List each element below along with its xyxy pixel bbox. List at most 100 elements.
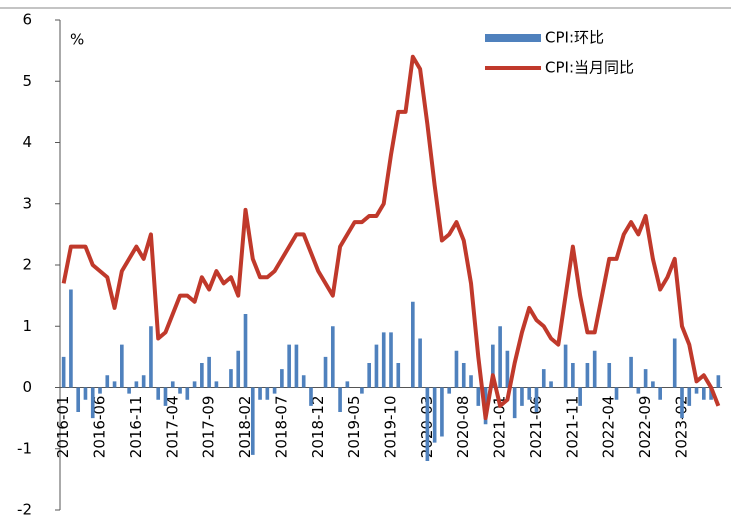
bar	[309, 387, 313, 406]
x-tick-label: 2019-05	[345, 396, 363, 459]
x-tick-label: 2016-01	[54, 396, 72, 459]
bar	[192, 381, 197, 388]
bar	[432, 387, 437, 443]
bar	[149, 326, 153, 388]
y-unit: %	[70, 31, 84, 49]
bar	[636, 387, 641, 394]
bar	[381, 332, 386, 388]
bar	[272, 387, 277, 394]
bar	[411, 301, 415, 388]
bar	[454, 350, 459, 388]
bar	[571, 363, 575, 388]
bar	[294, 344, 299, 388]
bar	[418, 338, 422, 388]
bar	[156, 387, 161, 400]
bar	[512, 387, 517, 419]
bar	[701, 387, 706, 400]
bar	[541, 369, 546, 388]
y-tick-label: 5	[22, 72, 32, 90]
bar	[345, 381, 350, 388]
bar	[120, 344, 124, 388]
y-tick-label: 0	[22, 378, 32, 396]
y-tick-label: 4	[22, 133, 32, 151]
bar	[461, 363, 466, 388]
bar	[112, 381, 117, 388]
x-tick-label: 2022-09	[636, 396, 654, 459]
x-tick-label: 2017-04	[163, 396, 181, 459]
bar	[629, 356, 633, 388]
y-tick-label: -1	[17, 439, 32, 457]
bar	[658, 387, 662, 400]
y-tick-label: 2	[22, 256, 32, 274]
bar	[607, 363, 612, 388]
bar	[170, 381, 175, 388]
bar	[694, 387, 699, 394]
legend-label: CPI:环比	[545, 29, 604, 47]
bar	[527, 387, 532, 400]
bar	[374, 344, 379, 388]
legend-label: CPI:当月同比	[545, 59, 634, 77]
bar	[469, 375, 473, 388]
bar	[578, 387, 582, 406]
bar	[614, 387, 619, 400]
bar	[229, 369, 233, 388]
bar	[258, 387, 262, 400]
bar	[61, 356, 66, 388]
bar	[476, 387, 481, 406]
y-tick-label: -2	[17, 501, 32, 519]
y-tick-label: 6	[22, 11, 32, 29]
x-tick-label: 2021-11	[563, 396, 581, 459]
legend-swatch	[485, 34, 541, 42]
bar	[200, 363, 204, 388]
bar	[592, 350, 597, 388]
bar	[330, 326, 335, 388]
bar	[287, 344, 291, 388]
bar	[672, 338, 677, 388]
x-tick-label: 2023-02	[672, 396, 690, 459]
bar	[185, 387, 190, 400]
x-tick-label: 2018-02	[236, 396, 254, 459]
bar	[163, 387, 168, 406]
bar	[134, 381, 139, 388]
x-tick-label: 2016-11	[127, 396, 145, 459]
bar	[498, 326, 502, 388]
bar	[367, 363, 371, 388]
x-tick-label: 2021-01	[491, 395, 509, 458]
bar	[178, 387, 182, 394]
y-tick-label: 1	[22, 317, 32, 335]
bar	[265, 387, 270, 400]
bar	[534, 387, 539, 412]
bar	[360, 387, 364, 394]
bar	[243, 314, 248, 388]
bar	[585, 363, 590, 388]
bar	[236, 350, 241, 388]
bar	[323, 356, 328, 388]
y-tick-label: 3	[22, 194, 32, 212]
bar	[651, 381, 655, 388]
bar	[90, 387, 95, 419]
bar	[447, 387, 452, 394]
x-tick-label: 2017-09	[200, 396, 218, 459]
bar	[127, 387, 131, 394]
bar	[425, 387, 430, 461]
bar	[716, 375, 721, 388]
bar	[563, 344, 568, 388]
x-tick-label: 2018-12	[309, 396, 327, 459]
bar	[105, 375, 110, 388]
bar	[440, 387, 444, 437]
line	[61, 54, 721, 421]
bar	[709, 387, 713, 400]
bar	[76, 387, 81, 412]
bar	[680, 387, 684, 419]
bar	[549, 381, 553, 388]
bar	[141, 375, 146, 388]
bar	[491, 344, 495, 388]
bar	[389, 332, 393, 388]
bar	[643, 369, 648, 388]
x-tick-label: 2018-07	[272, 396, 290, 459]
bar	[396, 363, 401, 388]
bar	[338, 387, 342, 412]
bar	[98, 387, 102, 394]
bar	[83, 387, 88, 400]
bar	[505, 350, 510, 388]
